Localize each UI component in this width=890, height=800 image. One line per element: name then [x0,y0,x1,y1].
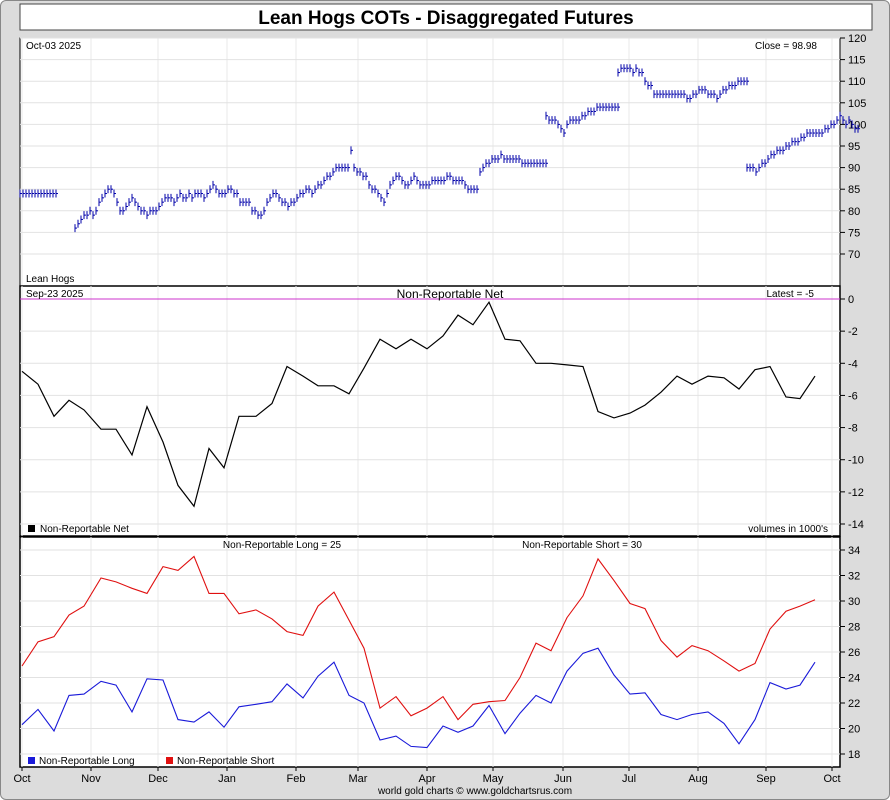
y-tick-label: 95 [848,141,860,153]
x-tick-label: Feb [287,773,306,785]
y-tick-label: 26 [848,647,860,659]
y-tick-label: 24 [848,673,860,685]
long-legend-label: Non-Reportable Long [39,756,135,767]
long-short-panel: 18 20 22 24 26 28 30 32 34 Non-Reportable Long =… [19,536,860,768]
y-tick-label: 115 [848,55,866,67]
y-tick-label: 20 [848,724,860,736]
y-tick-label: 85 [848,184,860,196]
y-tick-label: 22 [848,698,860,710]
y-tick-label: -6 [848,390,858,402]
x-tick-label: Jan [218,773,236,785]
x-tick-label: Apr [418,773,435,785]
x-tick-label: Oct [13,773,30,785]
chart-title: Lean Hogs COTs - Disaggregated Futures [258,8,633,29]
long-series-line [21,647,816,749]
y-tick-label: -10 [848,455,864,467]
net-latest-label: Latest = -5 [766,289,814,300]
price-gridlines [20,37,840,286]
y-tick-label: 18 [848,749,860,761]
y-tick-label: 30 [848,596,860,608]
y-tick-label: -4 [848,358,858,370]
price-plot-area [19,37,841,287]
x-tick-label: Mar [349,773,368,785]
y-tick-label: -12 [848,487,864,499]
x-tick-label: Dec [148,773,168,785]
net-legend-swatch [28,525,35,532]
long-legend-swatch [28,757,35,764]
y-tick-label: 28 [848,622,860,634]
y-tick-label: -2 [848,326,858,338]
short-value-label: Non-Reportable Short = 30 [522,540,642,551]
net-panel: 0 -2 -4 -6 -8 -10 -12 -14 Sep-23 2025 Non-Repor… [19,285,864,537]
short-legend-label: Non-Reportable Short [177,756,274,767]
price-date-label: Oct-03 2025 [26,41,81,52]
y-tick-label: 32 [848,571,860,583]
y-tick-label: 75 [848,227,860,239]
x-tick-label: May [483,773,504,785]
x-tick-label: Oct [823,773,840,785]
y-tick-label: 0 [848,294,854,306]
price-panel-title: Lean Hogs [26,274,74,285]
price-close-label: Close = 98.98 [755,41,817,52]
net-series-line [21,300,816,508]
title-box [19,3,873,31]
x-tick-label: Aug [688,773,708,785]
price-y-ticks: 70 75 80 85 90 95 100 105 110 115 120 [840,33,866,261]
y-tick-label: 105 [848,98,866,110]
volume-units-note: volumes in 1000's [748,524,828,535]
y-tick-label: 34 [848,545,860,557]
footer-credit: world gold charts © www.goldchartsrus.co… [377,786,572,797]
y-tick-label: -8 [848,423,858,435]
net-panel-title: Non-Reportable Net [397,287,504,301]
x-tick-label: Jun [554,773,572,785]
short-legend-swatch [166,757,173,764]
net-y-ticks: 0 -2 -4 -6 -8 -10 -12 -14 [840,294,864,531]
net-date-label: Sep-23 2025 [26,289,84,300]
long-value-label: Non-Reportable Long = 25 [223,540,342,551]
short-series-line [21,555,816,721]
y-tick-label: 80 [848,206,860,218]
y-tick-label: 110 [848,76,866,88]
x-tick-label: Nov [81,773,101,785]
long-short-gridlines [20,537,840,767]
x-tick-label: Jul [622,773,636,785]
x-axis-labels: Oct Nov Dec Jan Feb Mar Apr May Jun Jul Aug Sep Oct [13,767,841,785]
x-tick-label: Sep [756,773,776,785]
y-tick-label: 100 [848,119,866,131]
y-tick-label: 90 [848,163,860,175]
y-tick-label: 120 [848,33,866,45]
net-plot-area [19,285,841,537]
price-bars [19,64,860,233]
y-tick-label: 70 [848,249,860,261]
y-tick-label: -14 [848,519,864,531]
long-short-y-ticks: 18 20 22 24 26 28 30 32 34 [840,545,860,761]
net-legend-label: Non-Reportable Net [40,524,129,535]
